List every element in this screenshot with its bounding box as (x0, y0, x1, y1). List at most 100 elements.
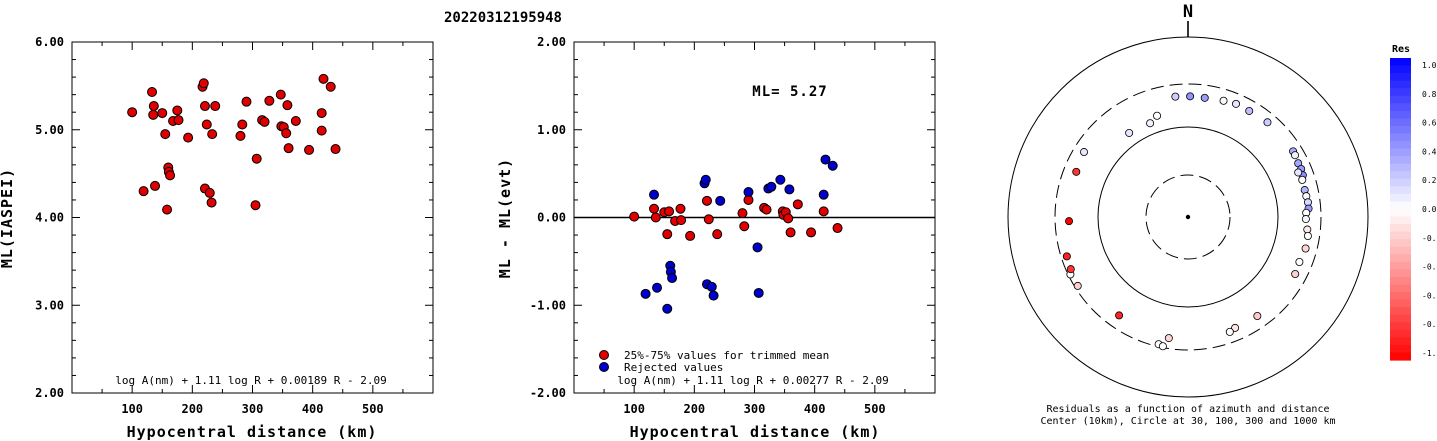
x-tick-label: 500 (362, 402, 384, 416)
ml-point (290, 115, 301, 126)
colorbar-cell (1390, 322, 1411, 331)
station-residual-point (1225, 327, 1234, 336)
colorbar-cell (1390, 58, 1411, 67)
colorbar-cell (1390, 133, 1411, 142)
colorbar-cell (1390, 171, 1411, 180)
rejected-point (700, 174, 711, 185)
rejected-point (706, 281, 717, 292)
ml-point (316, 108, 327, 119)
colorbar-cell (1390, 299, 1411, 308)
ml-point (173, 115, 184, 126)
trimmed-point (675, 203, 686, 214)
colorbar-cell (1390, 216, 1411, 225)
trimmed-point (664, 206, 675, 217)
colorbar-cell (1390, 239, 1411, 248)
y-tick-label: 6.00 (35, 35, 64, 49)
colorbar-cell (1390, 269, 1411, 278)
ring-100km (1097, 126, 1279, 308)
panel-ml-iaspei: 100 200 300 400 500 2.00 3.00 4.00 5.00 6.00 log … (0, 35, 434, 441)
colorbar-cell (1390, 110, 1411, 119)
station-residual-point (1232, 99, 1241, 108)
panel2-xlabel: Hypocentral distance (km) (630, 423, 881, 441)
rejected-point (662, 303, 673, 314)
trimmed-point (792, 199, 803, 210)
trimmed-point (761, 204, 772, 215)
ml-point (148, 109, 159, 120)
colorbar-labels: 1.0 0.8 0.6 0.4 0.2 0.0 -0.2 -0.4 -0.6 -0.8 -1.0 (1422, 61, 1437, 358)
station-residual-point (1291, 151, 1300, 160)
colorbar-tick-label: 0.8 (1422, 90, 1437, 99)
colorbar-cell (1390, 88, 1411, 97)
station-residual-point (1298, 175, 1307, 184)
rejected-point (818, 189, 829, 200)
rejected-point (667, 273, 678, 284)
x-tick-label: 300 (744, 402, 766, 416)
colorbar-cell (1390, 261, 1411, 270)
figure-title: 20220312195948 (444, 10, 562, 26)
colorbar-tick-label: 0.2 (1422, 176, 1437, 185)
station-residual-point (1303, 231, 1312, 240)
station-residual-point (1062, 252, 1071, 261)
residual-colorbar: Res 1.0 0.8 0.6 0.4 0.2 0.0 -0.2 -0.4 -0.6 -0.8 -1… (1390, 44, 1437, 361)
ml-point (183, 132, 194, 143)
legend-label-rejected: Rejected values (624, 361, 723, 374)
ml-point (207, 129, 218, 140)
panel1-ylabel: ML(IASPEI) (0, 168, 16, 268)
x-tick-label: 200 (181, 402, 203, 416)
colorbar-cell (1390, 276, 1411, 286)
panel2-annotation: log A(nm) + 1.11 log R + 0.00277 R - 2.0… (617, 374, 889, 387)
y-tick-label: 2.00 (35, 386, 64, 400)
station-residual-point (1066, 265, 1075, 274)
ml-point (330, 144, 341, 155)
colorbar-tick-label: 0.6 (1422, 119, 1437, 128)
ml-point (275, 89, 286, 100)
legend-marker-rejected (599, 362, 609, 372)
trimmed-point (629, 211, 640, 222)
rejected-point (652, 282, 663, 293)
colorbar-cell (1390, 284, 1411, 293)
trimmed-point (662, 229, 673, 240)
legend-label-trimmed: 25%-75% values for trimmed mean (624, 349, 829, 362)
rejected-point (784, 184, 795, 195)
ml-point (138, 186, 149, 197)
station-residual-point (1115, 311, 1124, 320)
ml-point (241, 96, 252, 107)
colorbar-tick-label: -0.4 (1422, 263, 1437, 272)
ml-point (235, 130, 246, 141)
polar-caption-line2: Center (10km), Circle at 30, 100, 300 an… (1040, 416, 1335, 427)
colorbar-cell (1390, 307, 1411, 316)
y-tick-label: 3.00 (35, 298, 64, 312)
colorbar-cell (1390, 254, 1411, 263)
y-tick-label: 4.00 (35, 211, 64, 225)
station-residual-point (1294, 168, 1303, 177)
colorbar-tick-label: 0.4 (1422, 147, 1437, 156)
colorbar-cell (1390, 337, 1411, 346)
ml-point (127, 107, 138, 118)
station-residual-point (1186, 92, 1195, 101)
trimmed-point (785, 227, 796, 238)
legend-marker-trimmed (599, 350, 609, 360)
trimmed-point (783, 213, 794, 224)
colorbar-cell (1390, 292, 1411, 301)
station-residual-point (1245, 106, 1254, 115)
colorbar-cell (1390, 352, 1411, 361)
colorbar-cell (1390, 178, 1411, 187)
colorbar-cells (1390, 58, 1411, 361)
ml-point (201, 119, 212, 130)
trimmed-point (818, 206, 829, 217)
rejected-point (743, 187, 754, 198)
x-tick-label: 500 (864, 402, 886, 416)
x-tick-label: 400 (302, 402, 324, 416)
panel1-frame (71, 41, 434, 394)
ml-point (165, 170, 176, 181)
colorbar-tick-label: 0.0 (1422, 205, 1437, 214)
colorbar-cell (1390, 141, 1411, 150)
station-residual-point (1219, 96, 1228, 105)
trimmed-point (703, 214, 714, 225)
north-label: N (1183, 2, 1193, 22)
ml-point (210, 101, 221, 112)
rejected-point (640, 288, 651, 299)
ml-point (282, 100, 293, 111)
station-residual-point (1073, 281, 1082, 290)
colorbar-tick-label: -0.6 (1422, 291, 1437, 300)
